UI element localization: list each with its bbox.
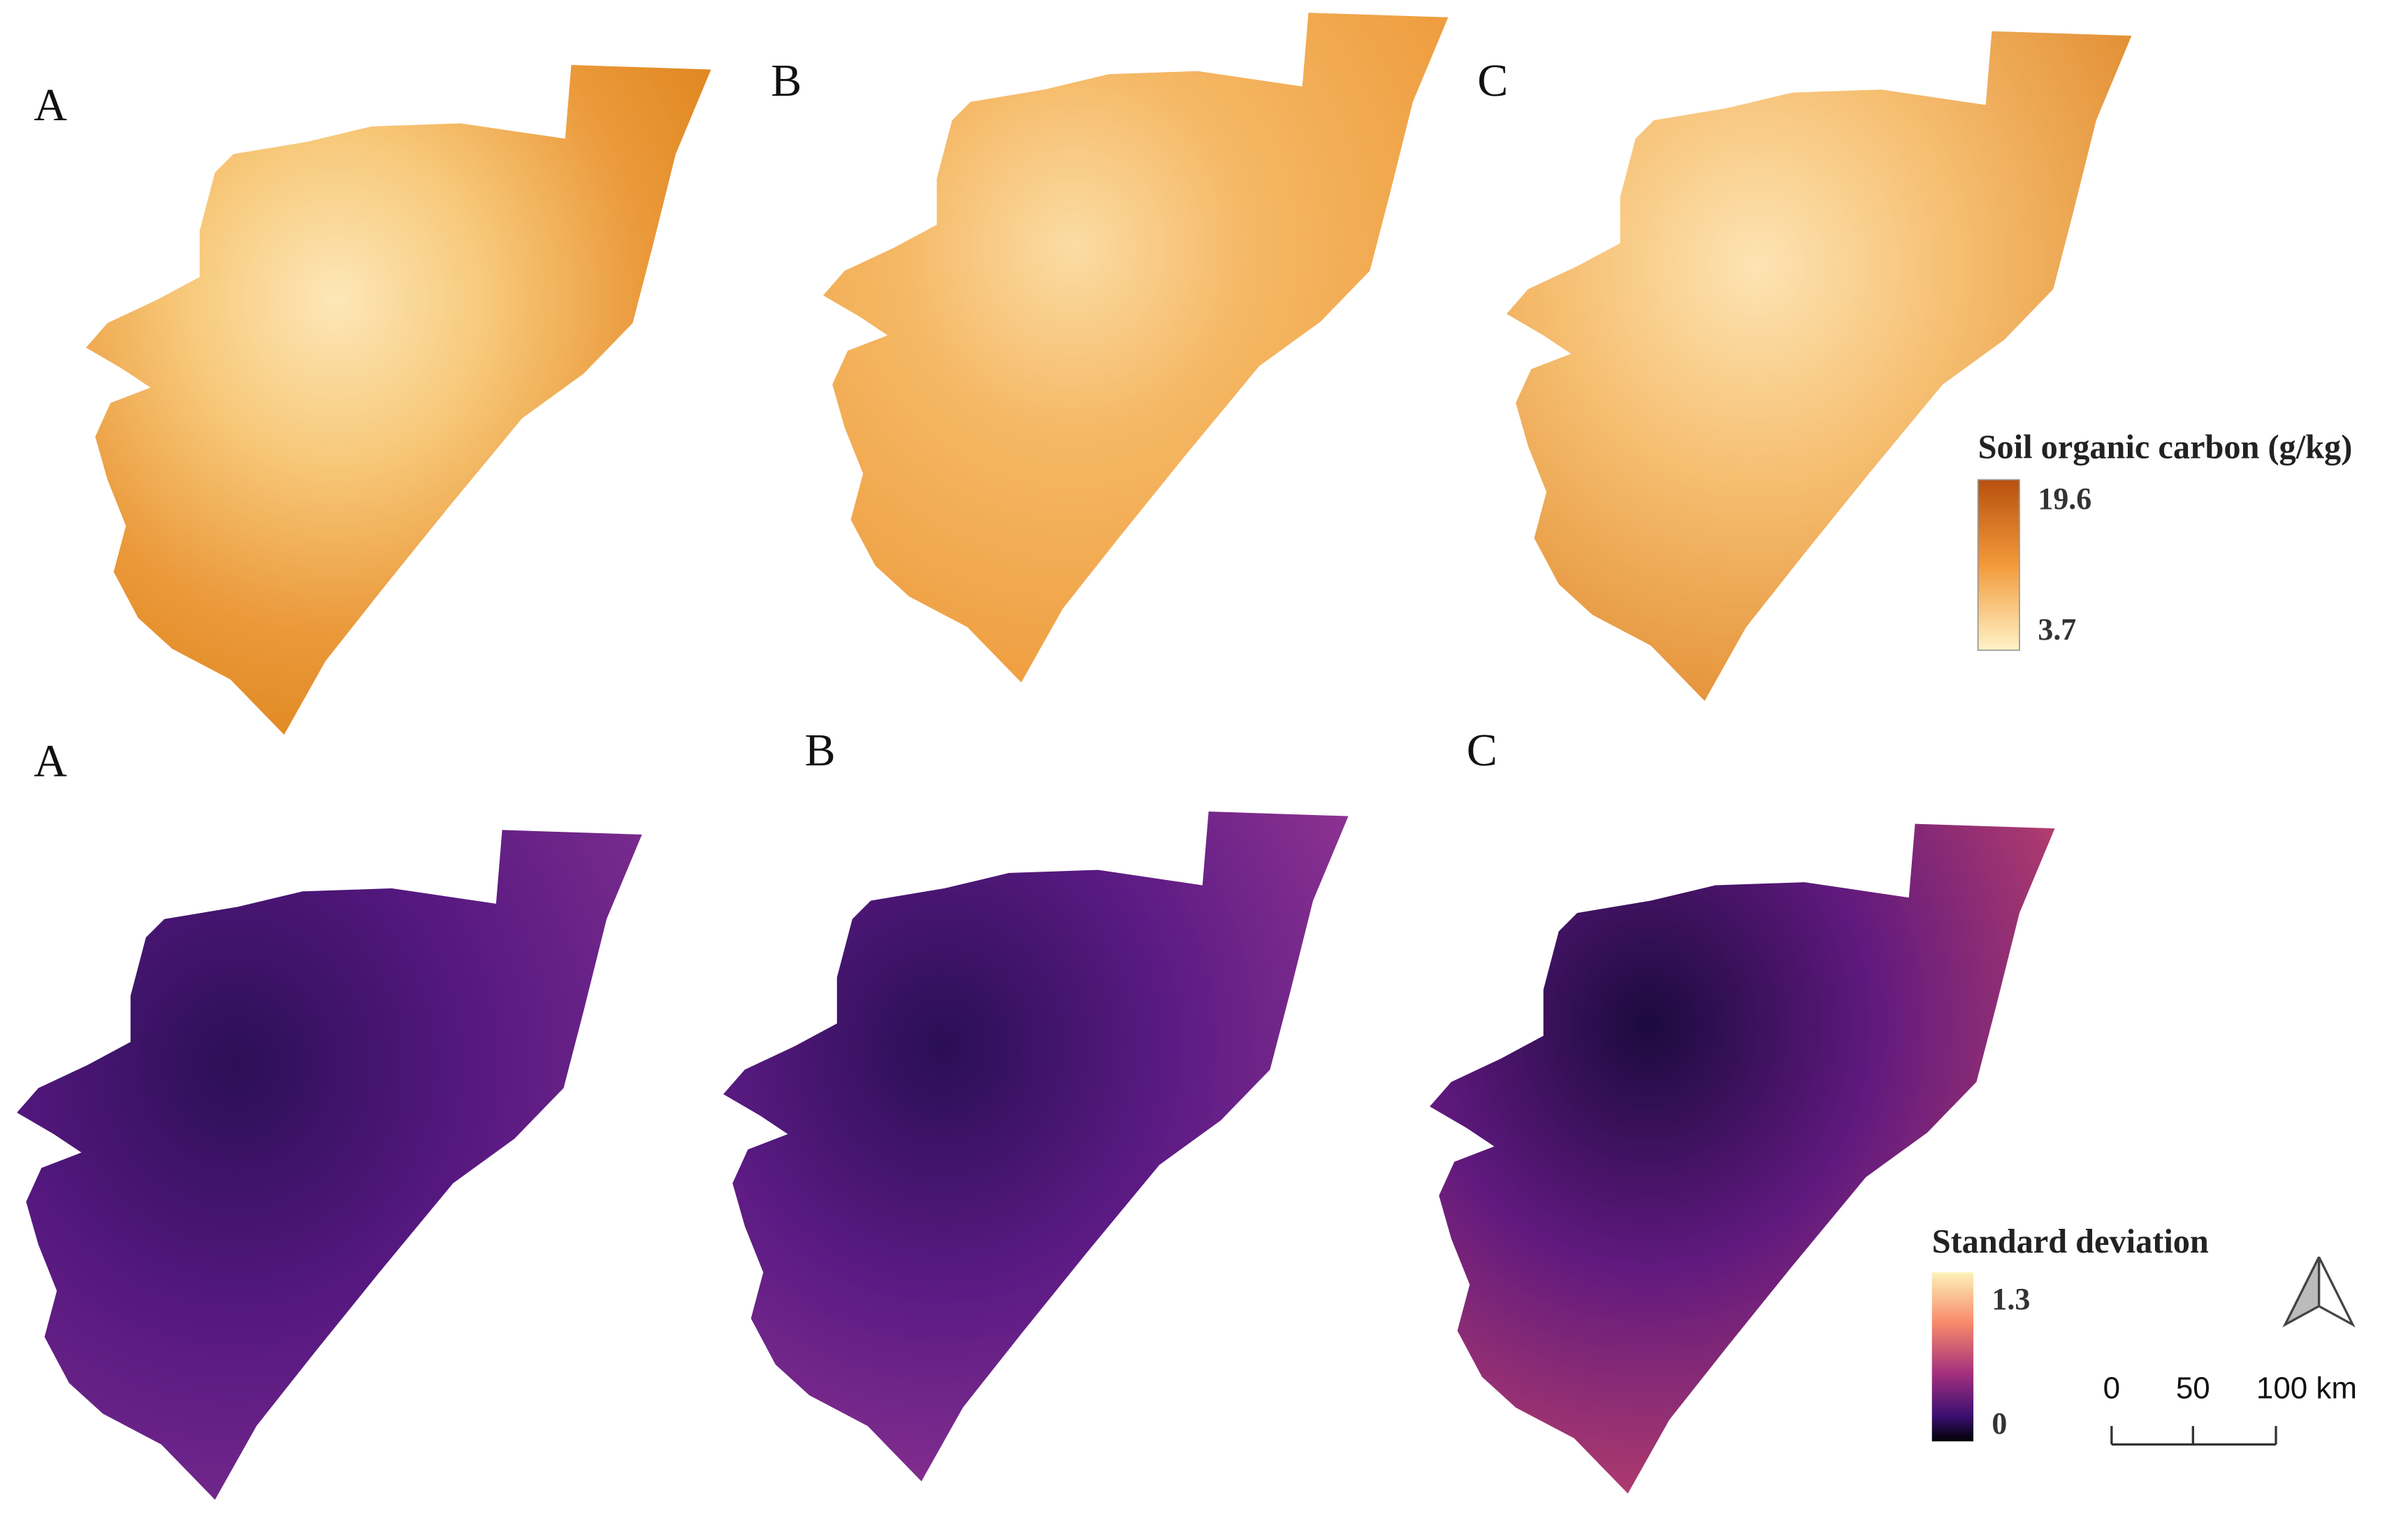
panel-label: B (771, 55, 802, 106)
scale-label: 50 (2176, 1371, 2210, 1406)
map-soc-a (86, 64, 711, 735)
legend-min: 3.7 (2038, 612, 2076, 647)
legend-min: 0 (1992, 1406, 2007, 1441)
panel-label: C (1477, 55, 1508, 106)
legend-title: Standard deviation (1932, 1223, 2209, 1260)
map-soc-c (1506, 31, 2132, 701)
legend-max: 1.3 (1992, 1282, 2030, 1316)
panel-label: B (805, 725, 836, 776)
panel-label: C (1467, 725, 1497, 776)
map-soc-b (822, 13, 1449, 683)
map-sd-a (17, 830, 642, 1500)
north-arrow (2282, 1256, 2356, 1328)
scale-label: 0 (2103, 1371, 2120, 1406)
scale-label: 100 km (2256, 1371, 2357, 1406)
legend-max: 19.6 (2038, 482, 2091, 516)
legend-ramp (1931, 1272, 1974, 1442)
scale-bar (2110, 1426, 2277, 1446)
legend-ramp (1977, 479, 2020, 651)
legend-title: Soil organic carbon (g/kg) (1978, 429, 2353, 466)
panel-label: A (34, 735, 67, 786)
map-sd-b (723, 812, 1349, 1482)
panel-label: A (34, 80, 67, 131)
